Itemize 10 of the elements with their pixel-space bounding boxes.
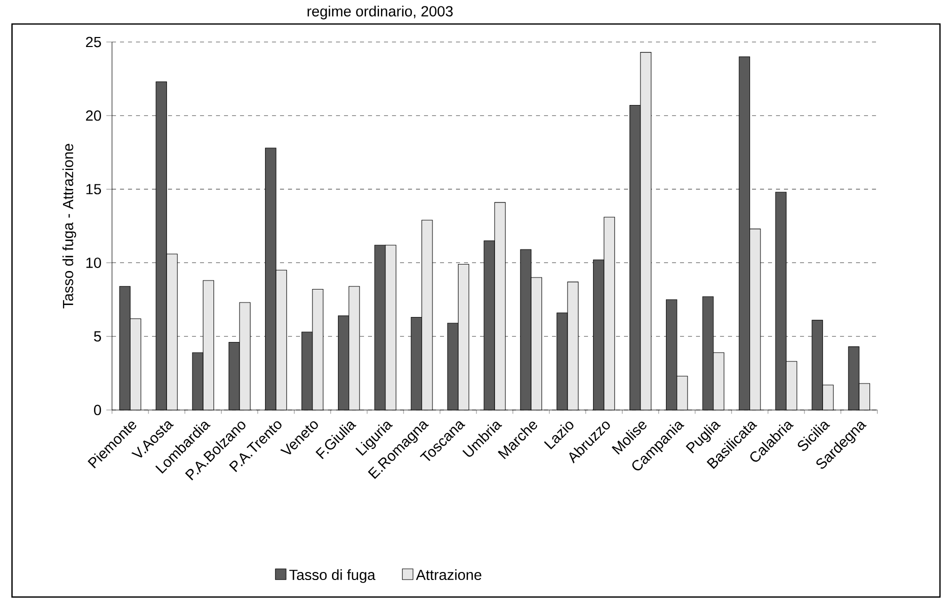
y-tick-label: 15: [86, 184, 101, 194]
legend-label: Attrazione: [416, 569, 482, 580]
legend-label: Tasso di fuga: [289, 569, 376, 583]
y-tick-label: 10: [86, 258, 102, 268]
y-tick-label: 5: [94, 331, 101, 342]
y-tick-label: 0: [94, 404, 102, 416]
y-tick-label: 25: [86, 36, 101, 48]
y-axis-title: Tasso di fuga - Attrazione: [62, 144, 76, 308]
chart-title: regime ordinario, 2003: [308, 6, 453, 20]
y-tick-label: 20: [86, 110, 102, 121]
